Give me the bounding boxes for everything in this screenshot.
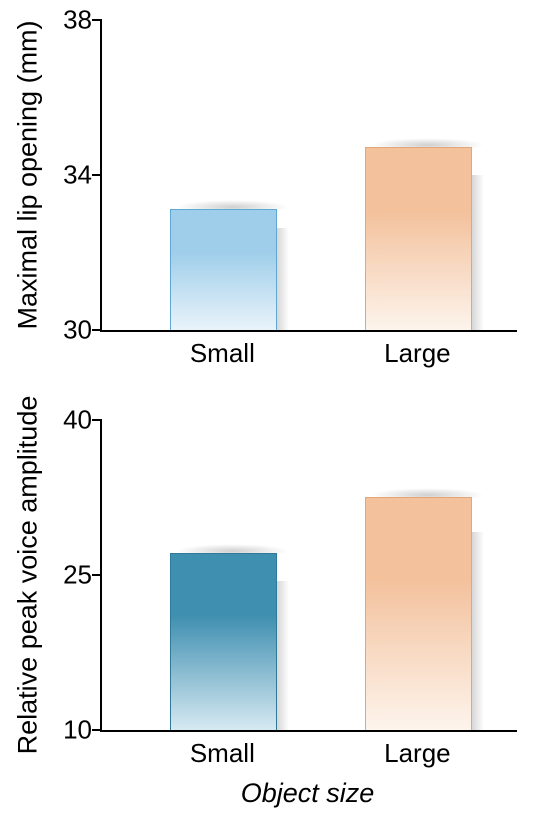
y-tick-label: 38 [63,5,102,36]
x-tick-label: Large [384,730,451,769]
chart-panel-bottom: 102540SmallLargeRelative peak voice ampl… [0,420,560,730]
bar-shadow [275,581,289,730]
bar-small [170,553,277,730]
x-tick-label: Small [190,730,255,769]
bar-shadow [275,228,289,330]
bar-small [170,209,277,330]
y-tick-label: 30 [63,315,102,346]
x-tick-label: Small [190,330,255,369]
plot-area: 102540SmallLarge [100,420,517,732]
y-tick-label: 10 [63,715,102,746]
chart-panel-top: 303438SmallLarge Maximal lip opening (mm) [0,20,560,330]
x-axis-title: Object size [241,778,375,809]
x-tick-label: Large [384,330,451,369]
plot-area: 303438SmallLarge [100,20,517,332]
y-tick-label: 40 [63,405,102,436]
bar-large [365,147,472,330]
bar-large [365,497,472,731]
y-tick-label: 25 [63,560,102,591]
y-tick-label: 34 [63,160,102,191]
bar-shadow [470,175,484,330]
bar-shadow [470,532,484,730]
y-axis-title: Relative peak voice amplitude [13,396,44,755]
y-axis-title: Maximal lip opening (mm) [13,20,44,329]
